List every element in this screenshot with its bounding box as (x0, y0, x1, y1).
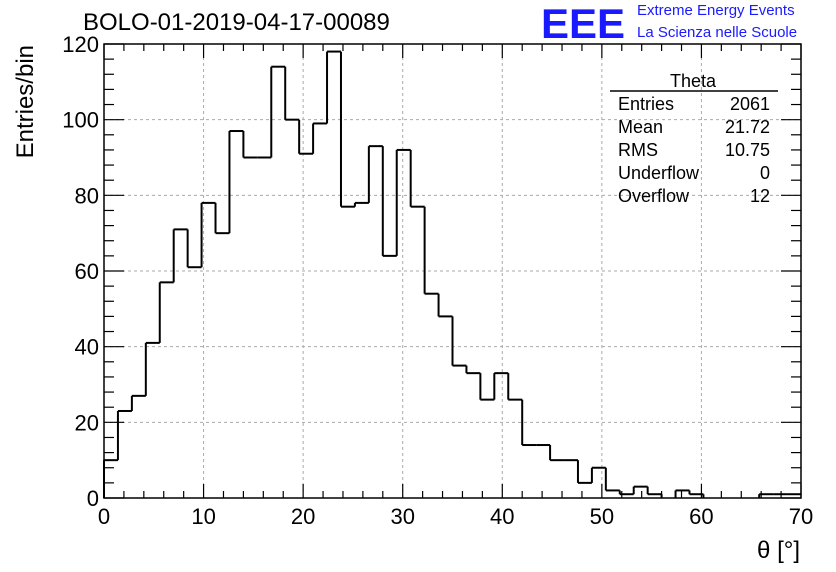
y-tick-label: 100 (62, 108, 99, 133)
brand-line-2: La Scienza nelle Scuole (637, 24, 798, 41)
x-tick-label: 20 (291, 504, 315, 529)
grid-lines (104, 44, 801, 498)
x-tick-label: 60 (689, 504, 713, 529)
x-tick-label: 10 (191, 504, 215, 529)
stats-row-label: Mean (618, 117, 663, 137)
y-tick-label: 40 (75, 335, 99, 360)
y-tick-label: 120 (62, 32, 99, 57)
y-tick-label: 60 (75, 259, 99, 284)
stats-row-label: Overflow (618, 186, 690, 206)
stats-row-label: RMS (618, 140, 658, 160)
brand-line-1: Extreme Energy Events (637, 2, 795, 19)
chart-title: BOLO-01-2019-04-17-00089 (83, 9, 390, 36)
x-tick-label: 70 (789, 504, 813, 529)
stats-title: Theta (670, 71, 717, 91)
x-tick-label: 40 (490, 504, 514, 529)
stats-box: Theta Entries 2061 Mean 21.72 RMS 10.75 Underf… (610, 71, 778, 206)
stats-row-value: 21.72 (725, 117, 770, 137)
eee-logo-text: EEE (541, 2, 625, 42)
y-tick-label: 80 (75, 183, 99, 208)
x-axis-label: θ [°] (757, 537, 800, 564)
stats-row-value: 12 (750, 186, 770, 206)
x-tick-label: 0 (98, 504, 110, 529)
stats-row-label: Entries (618, 94, 674, 114)
y-tick-labels: 0 20 40 60 80 100 120 (62, 32, 99, 511)
histogram-series (103, 50, 801, 498)
y-tick-label: 0 (87, 486, 99, 511)
y-tick-label: 20 (75, 410, 99, 435)
stats-row-value: 2061 (730, 94, 770, 114)
stats-row-label: Underflow (618, 163, 700, 183)
x-tick-label: 30 (390, 504, 414, 529)
x-tick-labels: 0 10 20 30 40 50 60 70 (98, 504, 813, 529)
eee-logo: EEE (541, 2, 625, 42)
stats-row-value: 0 (760, 163, 770, 183)
x-tick-label: 50 (590, 504, 614, 529)
stats-row-value: 10.75 (725, 140, 770, 160)
y-axis-label: Entries/bin (12, 45, 39, 158)
axis-ticks (103, 43, 802, 499)
